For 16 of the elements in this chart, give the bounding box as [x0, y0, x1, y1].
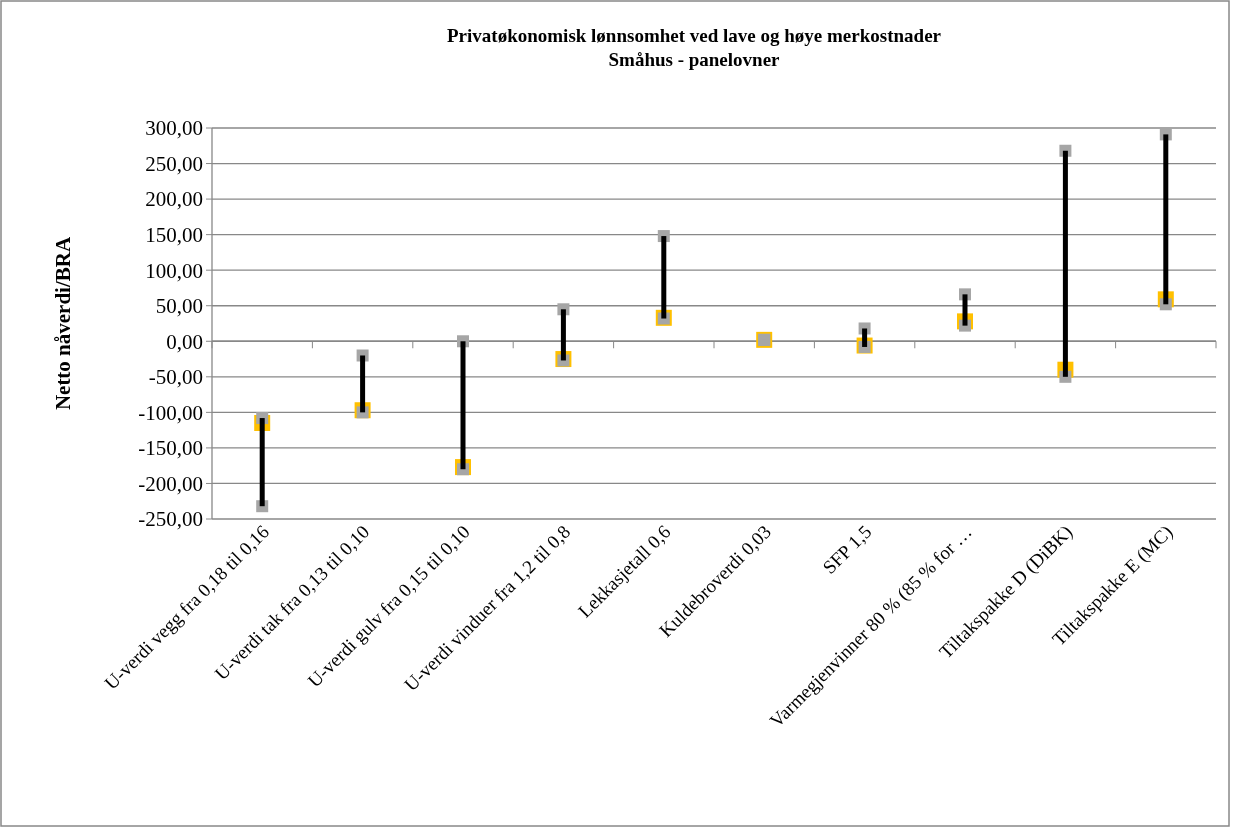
y-tick-label: 100,00 — [145, 258, 203, 283]
chart-subtitle: Småhus - panelovner — [608, 49, 781, 70]
chart-title: Privatøkonomisk lønnsomhet ved lave og høye merkostnader — [447, 25, 942, 46]
y-axis-title: Netto nåverdi/BRA — [51, 236, 75, 411]
y-tick-label: 300,00 — [145, 116, 203, 141]
y-tick-label: -100,00 — [138, 400, 203, 425]
y-tick-label: -250,00 — [138, 507, 203, 532]
x-tick-label: SFP 1,5 — [818, 520, 876, 578]
y-tick-label: 250,00 — [145, 151, 203, 176]
y-tick-label: 150,00 — [145, 222, 203, 247]
y-tick-label: -50,00 — [148, 365, 203, 390]
y-tick-label: -200,00 — [138, 471, 203, 496]
y-tick-label: 200,00 — [145, 187, 203, 212]
y-tick-label: 0,00 — [166, 329, 203, 354]
y-tick-label: 50,00 — [155, 294, 203, 319]
y-tick-label: -150,00 — [138, 436, 203, 461]
